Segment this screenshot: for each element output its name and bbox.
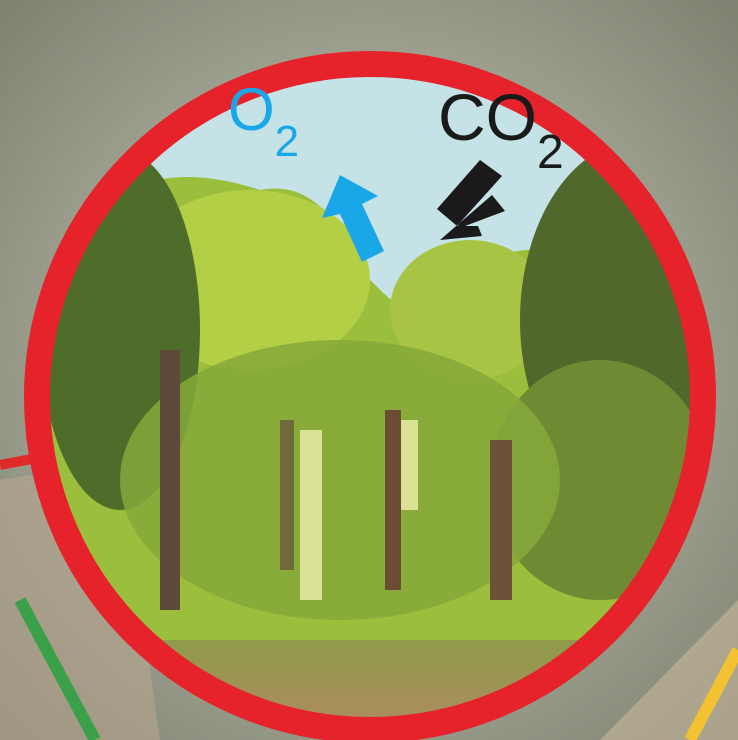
co2-subscript: 2 [537,126,564,179]
oxygen-symbol: O [228,76,275,143]
co2-symbol: CO [438,80,537,154]
tree-trunk [490,440,512,600]
page: O2 CO2 (() => { const data = JSON.parse(… [0,0,738,740]
tree-trunk [160,350,180,610]
oxygen-subscript: 2 [275,117,299,166]
tree-trunk [385,410,401,590]
illustration: O2 CO2 [0,0,738,740]
light-gap [400,420,418,510]
tree-trunk [280,420,294,570]
light-gap [300,430,322,600]
